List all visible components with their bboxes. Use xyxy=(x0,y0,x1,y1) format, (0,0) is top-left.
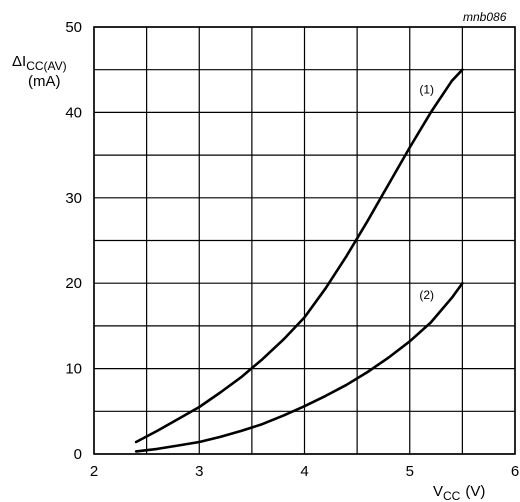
x-axis-label: VCC (V) xyxy=(433,483,485,502)
grid xyxy=(93,26,516,455)
x-tick-label: 5 xyxy=(406,463,414,480)
series-line-2 xyxy=(134,281,464,453)
x-tick-label: 4 xyxy=(300,463,308,480)
series-label-2: (2) xyxy=(419,288,434,302)
y-tick-label: 20 xyxy=(65,275,82,292)
y-tick-label: 0 xyxy=(74,446,82,463)
y-tick-label: 10 xyxy=(65,361,82,378)
y-axis-unit: (mA) xyxy=(28,73,61,90)
y-tick-label: 40 xyxy=(65,104,82,121)
x-tick-label: 2 xyxy=(90,463,98,480)
plot-frame xyxy=(93,26,516,455)
x-tick-label: 6 xyxy=(511,463,519,480)
y-tick-label: 30 xyxy=(65,190,82,207)
y-tick-label: 50 xyxy=(65,19,82,36)
data-series: (1) (2) xyxy=(134,68,464,453)
x-tick-label: 3 xyxy=(195,463,203,480)
y-axis-label: ΔICC(AV) xyxy=(12,53,67,73)
series-line-1 xyxy=(134,68,464,444)
figure-id: mnb086 xyxy=(463,10,507,24)
tick-labels: 0 10 20 30 40 50 2 3 4 5 6 xyxy=(65,19,519,480)
series-label-1: (1) xyxy=(419,83,434,97)
